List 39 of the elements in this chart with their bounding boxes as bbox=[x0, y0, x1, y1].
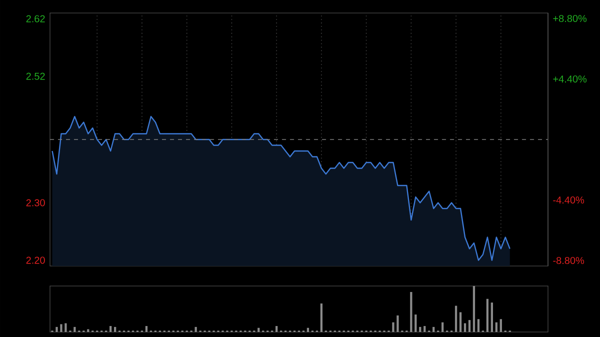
y-tick-label: 2.30 bbox=[26, 199, 45, 206]
bar bbox=[464, 323, 466, 332]
bar bbox=[432, 326, 435, 332]
bar bbox=[410, 292, 412, 332]
bar bbox=[110, 326, 112, 332]
bar bbox=[454, 306, 458, 332]
y2-tick-label: -8.80% bbox=[553, 256, 584, 264]
bar bbox=[320, 303, 322, 332]
bar bbox=[114, 326, 116, 332]
bar bbox=[56, 326, 58, 332]
bar bbox=[392, 322, 394, 332]
y2-tick-label: +8.80% bbox=[553, 14, 587, 22]
bar bbox=[477, 319, 480, 332]
bar bbox=[490, 302, 493, 332]
bar bbox=[500, 319, 502, 332]
bar bbox=[495, 322, 498, 332]
bar bbox=[486, 298, 489, 332]
bar bbox=[60, 324, 62, 332]
bar bbox=[64, 323, 67, 332]
bar bbox=[74, 326, 76, 332]
bar bbox=[442, 322, 444, 332]
y2-tick-label: -4.40% bbox=[553, 196, 584, 204]
bar bbox=[306, 328, 310, 332]
bar bbox=[419, 326, 422, 332]
bar bbox=[258, 328, 260, 332]
y-tick-label: 2.52 bbox=[26, 72, 45, 80]
bar bbox=[472, 286, 476, 332]
bar bbox=[276, 326, 278, 332]
bar bbox=[414, 314, 417, 332]
y-tick-label: 2.20 bbox=[26, 256, 45, 264]
bar bbox=[194, 326, 197, 332]
bar bbox=[396, 315, 399, 332]
bar bbox=[468, 320, 471, 332]
y2-tick-label: +4.40% bbox=[553, 75, 587, 83]
bar bbox=[87, 329, 90, 332]
bar bbox=[424, 326, 426, 332]
y-tick-label: 2.62 bbox=[26, 15, 45, 22]
bar bbox=[145, 326, 148, 332]
bar bbox=[459, 312, 462, 332]
